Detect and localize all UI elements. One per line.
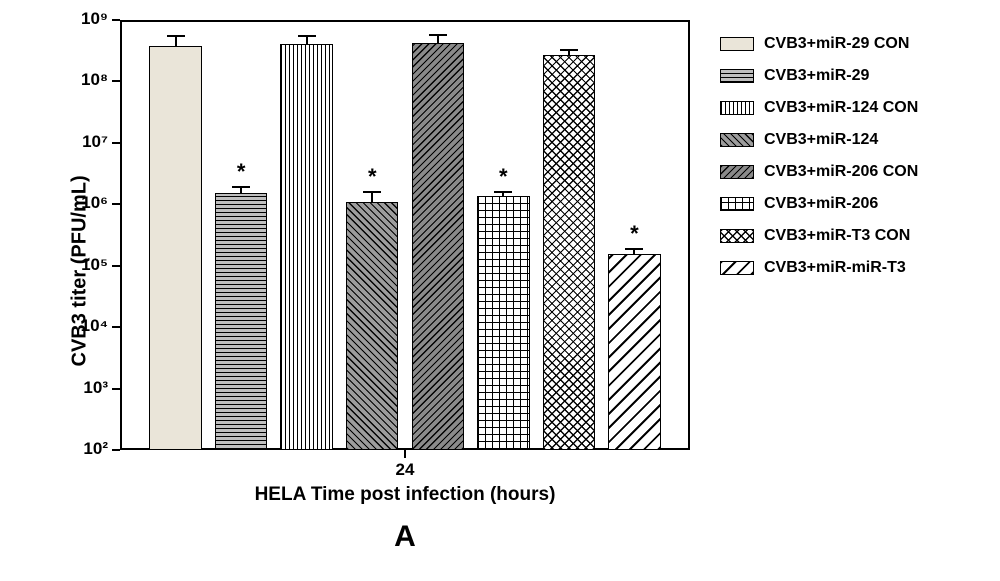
error-bar-stem	[437, 35, 439, 43]
legend-item: CVB3+miR-206 CON	[720, 158, 918, 186]
error-bar-stem	[371, 192, 373, 202]
x-tick	[404, 450, 406, 458]
bar	[280, 44, 332, 450]
legend-label: CVB3+miR-29 CON	[764, 35, 909, 53]
y-tick	[112, 142, 120, 144]
legend-label: CVB3+miR-124	[764, 131, 878, 149]
panel-label: A	[120, 520, 690, 554]
legend-item: CVB3+miR-29	[720, 62, 918, 90]
y-tick-label: 10⁶	[62, 193, 108, 213]
legend-label: CVB3+miR-T3 CON	[764, 227, 910, 245]
error-bar-stem	[306, 36, 308, 44]
legend-swatch	[720, 101, 754, 115]
y-tick-label: 10⁹	[62, 9, 108, 29]
y-tick	[112, 19, 120, 21]
bar	[412, 43, 464, 450]
error-bar-cap	[232, 186, 250, 188]
error-bar-stem	[175, 36, 177, 46]
plot-area	[120, 20, 690, 450]
y-tick-label: 10⁸	[62, 70, 108, 90]
y-tick-label: 10⁵	[62, 255, 108, 275]
y-tick-label: 10⁴	[62, 316, 108, 336]
y-tick	[112, 80, 120, 82]
figure: CVB3 titer (PFU/mL) 24 HELA Time post in…	[0, 0, 1000, 581]
legend-item: CVB3+miR-T3 CON	[720, 222, 918, 250]
legend: CVB3+miR-29 CON CVB3+miR-29 CVB3+miR-124 C…	[720, 30, 918, 286]
x-axis-label: HELA Time post infection (hours)	[120, 484, 690, 506]
error-bar-cap	[298, 35, 316, 37]
y-tick	[112, 388, 120, 390]
legend-swatch	[720, 37, 754, 51]
y-tick-label: 10³	[62, 378, 108, 398]
legend-label: CVB3+miR-29	[764, 67, 869, 85]
bar	[543, 55, 595, 450]
significance-marker: *	[493, 164, 513, 190]
bar	[477, 196, 529, 450]
legend-label: CVB3+miR-124 CON	[764, 99, 918, 117]
x-tick-label: 24	[385, 460, 425, 480]
y-tick	[112, 203, 120, 205]
legend-swatch	[720, 261, 754, 275]
legend-swatch	[720, 133, 754, 147]
bar	[346, 202, 398, 450]
legend-item: CVB3+miR-206	[720, 190, 918, 218]
y-tick	[112, 265, 120, 267]
error-bar-cap	[363, 191, 381, 193]
legend-item: CVB3+miR-29 CON	[720, 30, 918, 58]
error-bar-cap	[167, 35, 185, 37]
legend-label: CVB3+miR-miR-T3	[764, 259, 906, 277]
y-tick	[112, 449, 120, 451]
y-tick	[112, 326, 120, 328]
significance-marker: *	[231, 159, 251, 185]
legend-item: CVB3+miR-miR-T3	[720, 254, 918, 282]
bar	[608, 254, 660, 450]
bar	[149, 46, 201, 450]
legend-swatch	[720, 229, 754, 243]
error-bar-cap	[429, 34, 447, 36]
bar	[215, 193, 267, 450]
significance-marker: *	[362, 164, 382, 190]
legend-item: CVB3+miR-124	[720, 126, 918, 154]
y-tick-label: 10⁷	[62, 132, 108, 152]
error-bar-cap	[494, 191, 512, 193]
legend-label: CVB3+miR-206	[764, 195, 878, 213]
legend-label: CVB3+miR-206 CON	[764, 163, 918, 181]
significance-marker: *	[624, 221, 644, 247]
legend-swatch	[720, 165, 754, 179]
error-bar-cap	[560, 49, 578, 51]
error-bar-cap	[625, 248, 643, 250]
legend-swatch	[720, 69, 754, 83]
y-tick-label: 10²	[62, 439, 108, 459]
legend-swatch	[720, 197, 754, 211]
legend-item: CVB3+miR-124 CON	[720, 94, 918, 122]
